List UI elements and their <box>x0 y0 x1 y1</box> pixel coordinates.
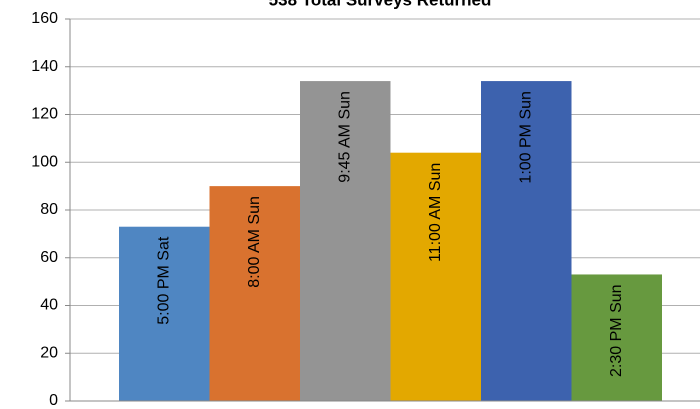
y-tick-label: 160 <box>31 10 58 27</box>
y-tick-label: 0 <box>49 392 58 409</box>
bar <box>300 81 391 401</box>
y-tick-label: 40 <box>40 297 58 314</box>
y-tick-label: 20 <box>40 344 58 361</box>
bar-label: 5:00 PM Sat <box>155 236 172 325</box>
bar-label: 9:45 AM Sun <box>336 91 353 183</box>
y-tick-label: 140 <box>31 58 58 75</box>
bar <box>119 226 210 401</box>
bar <box>571 274 662 401</box>
y-tick-label: 120 <box>31 106 58 123</box>
bar-label: 2:30 PM Sun <box>608 284 625 377</box>
bar-label: 8:00 AM Sun <box>246 196 263 288</box>
bar <box>481 81 572 401</box>
bar <box>390 152 481 401</box>
bar-label: 11:00 AM Sun <box>427 163 444 262</box>
bar-label: 1:00 PM Sun <box>517 91 534 184</box>
y-tick-label: 100 <box>31 153 58 170</box>
y-tick-label: 60 <box>40 249 58 266</box>
bar <box>209 186 300 401</box>
chart-title: 538 Total Surveys Returned <box>269 0 492 9</box>
y-tick-label: 80 <box>40 201 58 218</box>
